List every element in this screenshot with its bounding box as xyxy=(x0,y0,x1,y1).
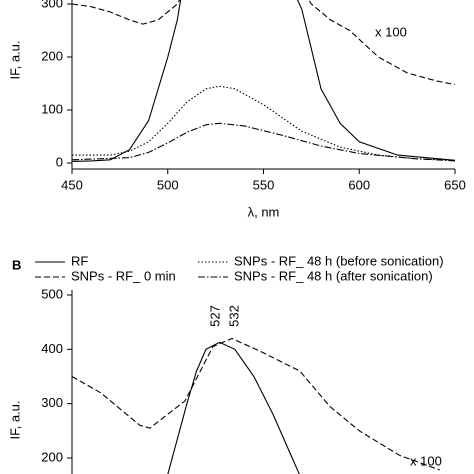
line-series xyxy=(72,337,440,471)
y-tick-label: 400 xyxy=(41,341,63,356)
legend-label: SNPs - RF_ 0 min xyxy=(71,268,176,283)
x-tick-label: 600 xyxy=(348,177,370,192)
y-tick-label: 0 xyxy=(56,154,63,169)
annotation: x 100 xyxy=(375,24,407,39)
x-tick-label: 450 xyxy=(61,177,83,192)
annotation: 532 xyxy=(226,305,241,327)
y-tick-label: 200 xyxy=(41,48,63,63)
line-series xyxy=(72,85,455,161)
line-series xyxy=(72,0,455,162)
y-tick-label: 100 xyxy=(41,101,63,116)
x-tick-label: 550 xyxy=(253,177,275,192)
annotation: x 100 xyxy=(410,453,442,468)
y-axis-label: IF, a.u. xyxy=(7,40,22,79)
x-tick-label: 500 xyxy=(157,177,179,192)
y-tick-label: 500 xyxy=(41,286,63,301)
panel-label: B xyxy=(12,257,21,272)
legend-label: RF xyxy=(71,253,88,268)
line-series xyxy=(72,0,455,86)
x-axis-label: λ, nm xyxy=(248,204,280,219)
y-axis-label: IF, a.u. xyxy=(7,400,22,439)
y-tick-label: 300 xyxy=(41,395,63,410)
legend-label: SNPs - RF_ 48 h (before sonication) xyxy=(234,253,444,268)
legend-label: SNPs - RF_ 48 h (after sonication) xyxy=(234,268,433,283)
y-tick-label: 300 xyxy=(41,0,63,10)
x-tick-label: 650 xyxy=(444,177,466,192)
line-series xyxy=(72,122,455,162)
annotation: 527 xyxy=(207,305,222,327)
y-tick-label: 200 xyxy=(41,449,63,464)
